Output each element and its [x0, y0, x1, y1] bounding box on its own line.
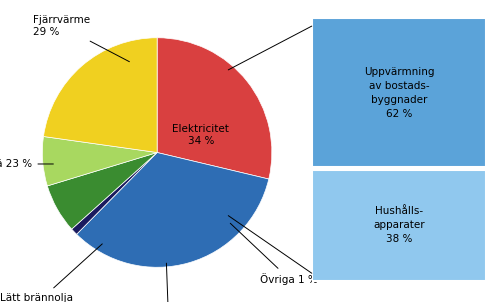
- Text: Fjärrvärme
29 %: Fjärrvärme 29 %: [33, 15, 130, 62]
- Text: Övriga 1 %: Övriga 1 %: [230, 223, 318, 285]
- FancyBboxPatch shape: [312, 18, 486, 167]
- Text: Trä 23 %: Trä 23 %: [0, 159, 54, 169]
- Wedge shape: [77, 153, 269, 267]
- Wedge shape: [44, 38, 157, 153]
- Text: Hushålls-
apparater
38 %: Hushålls- apparater 38 %: [373, 206, 425, 244]
- Wedge shape: [157, 38, 272, 179]
- FancyBboxPatch shape: [312, 170, 486, 281]
- Wedge shape: [42, 137, 157, 186]
- Wedge shape: [72, 153, 157, 234]
- Wedge shape: [47, 153, 157, 229]
- Text: Lätt brännolja
7 %: Lätt brännolja 7 %: [0, 244, 102, 302]
- Text: Värmepumps-
energi 7 %: Värmepumps- energi 7 %: [132, 263, 205, 302]
- Text: Elektricitet
34 %: Elektricitet 34 %: [172, 124, 229, 146]
- Text: Uppvärmning
av bostads-
byggnader
62 %: Uppvärmning av bostads- byggnader 62 %: [364, 66, 434, 118]
